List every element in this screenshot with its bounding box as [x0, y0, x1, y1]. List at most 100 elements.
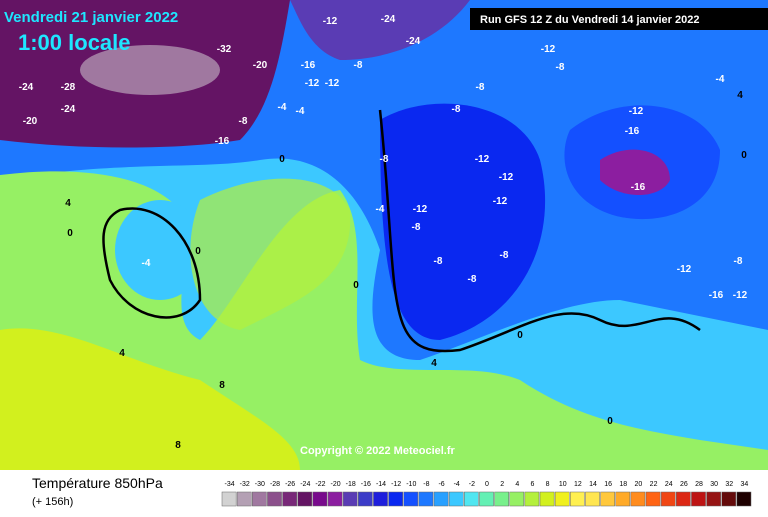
scale-swatch — [691, 491, 706, 507]
scale-swatch — [267, 491, 282, 507]
scale-swatch — [706, 491, 721, 507]
scale-label: -28 — [270, 481, 280, 488]
scale-label: 4 — [515, 481, 519, 488]
scale-label: 32 — [725, 481, 733, 488]
isotherm-zero — [102, 109, 701, 353]
map-label: -4 — [376, 204, 385, 215]
scale-swatch — [342, 491, 358, 507]
copyright: Copyright © 2022 Meteociel.fr — [300, 445, 456, 457]
scale-label: 26 — [680, 481, 688, 488]
map-label: -12 — [541, 44, 556, 55]
scale-label: 0 — [485, 481, 489, 488]
map-label: -12 — [733, 290, 748, 301]
scale-swatch — [358, 491, 373, 507]
run-box — [470, 8, 768, 30]
scale-swatch — [464, 491, 479, 507]
map-label: -24 — [19, 82, 34, 93]
scale-label: -32 — [240, 481, 250, 488]
scale-label: 12 — [574, 481, 582, 488]
scale-label: 18 — [619, 481, 627, 488]
scale-swatch — [494, 491, 509, 507]
map-label: -8 — [452, 104, 461, 115]
warm-zone — [0, 328, 300, 470]
arctic-core — [80, 45, 220, 95]
scale-label: -14 — [376, 481, 386, 488]
map-label: -8 — [239, 116, 248, 127]
scale-swatch — [403, 491, 419, 507]
scale-swatch — [312, 491, 328, 507]
date-text: Vendredi 21 janvier 2022 — [4, 9, 178, 26]
scale-swatch — [448, 491, 464, 507]
scale-label: -26 — [285, 481, 295, 488]
map-label: -32 — [217, 44, 232, 55]
map-label: -12 — [493, 196, 508, 207]
north-zone — [290, 0, 470, 60]
footer-title: Température 850hPa — [32, 475, 163, 491]
scale-label: 28 — [695, 481, 703, 488]
map-label: -12 — [629, 106, 644, 117]
map-label: -4 — [278, 102, 287, 113]
scale-swatch — [388, 491, 403, 507]
scale-swatch — [660, 491, 676, 507]
scale-label: 14 — [589, 481, 597, 488]
map-label: -4 — [296, 106, 305, 117]
footer-lead: (+ 156h) — [32, 496, 73, 508]
scale-label: 2 — [500, 481, 504, 488]
scale-swatch — [418, 491, 434, 507]
map-label: 0 — [353, 280, 359, 291]
run-text: Run GFS 12 Z du Vendredi 14 janvier 2022 — [480, 14, 699, 26]
scale-label: -4 — [454, 481, 460, 488]
scale-label: 8 — [546, 481, 550, 488]
map-label: -16 — [625, 126, 640, 137]
scale-label: -20 — [331, 481, 341, 488]
map-label: -16 — [215, 136, 230, 147]
scale-swatch — [539, 491, 555, 507]
map-label: -12 — [475, 154, 490, 165]
scale-label: 30 — [710, 481, 718, 488]
scale-label: -10 — [406, 481, 416, 488]
map-label: 0 — [279, 154, 285, 165]
scale-swatch — [600, 491, 615, 507]
map-label: -12 — [325, 78, 340, 89]
scale-swatch — [570, 491, 585, 507]
scale-swatch — [554, 491, 570, 507]
scale-swatch — [373, 491, 388, 507]
scale-swatch — [221, 491, 237, 507]
map-label: -16 — [301, 60, 316, 71]
map-label: 0 — [607, 416, 613, 427]
map-label: 0 — [741, 150, 747, 161]
scale-swatch — [236, 491, 252, 507]
scale-label: -34 — [225, 481, 235, 488]
scale-label: 24 — [665, 481, 673, 488]
scale-label: 16 — [604, 481, 612, 488]
map-label: -8 — [380, 154, 389, 165]
scale-swatch — [327, 491, 343, 507]
scale-swatch — [252, 491, 267, 507]
map-label: 4 — [737, 90, 743, 101]
map-label: 4 — [65, 198, 71, 209]
map-label: -8 — [556, 62, 565, 73]
warm-tongue — [190, 178, 351, 330]
scale-label: 10 — [559, 481, 567, 488]
scale-label: -2 — [469, 481, 475, 488]
map-label: -12 — [305, 78, 320, 89]
map-label: 0 — [517, 330, 523, 341]
map-label: -28 — [61, 82, 76, 93]
map-label: -12 — [323, 16, 338, 27]
color-scale: -34 -32 -30 -28 -26 -24 -22 -20 -18 -16 -14 -12 -10-… — [221, 481, 752, 507]
scale-label: -24 — [300, 481, 310, 488]
scale-label: 22 — [650, 481, 658, 488]
map-label: -20 — [253, 60, 268, 71]
scale-swatch — [524, 491, 540, 507]
map-label: -8 — [476, 82, 485, 93]
map-label: -8 — [468, 274, 477, 285]
scale-label: -12 — [391, 481, 401, 488]
scale-label: -22 — [315, 481, 325, 488]
map-label: -8 — [434, 256, 443, 267]
scale-swatch — [585, 491, 600, 507]
scale-label: -16 — [361, 481, 371, 488]
map-label: -8 — [734, 256, 743, 267]
scale-label: -6 — [438, 481, 444, 488]
